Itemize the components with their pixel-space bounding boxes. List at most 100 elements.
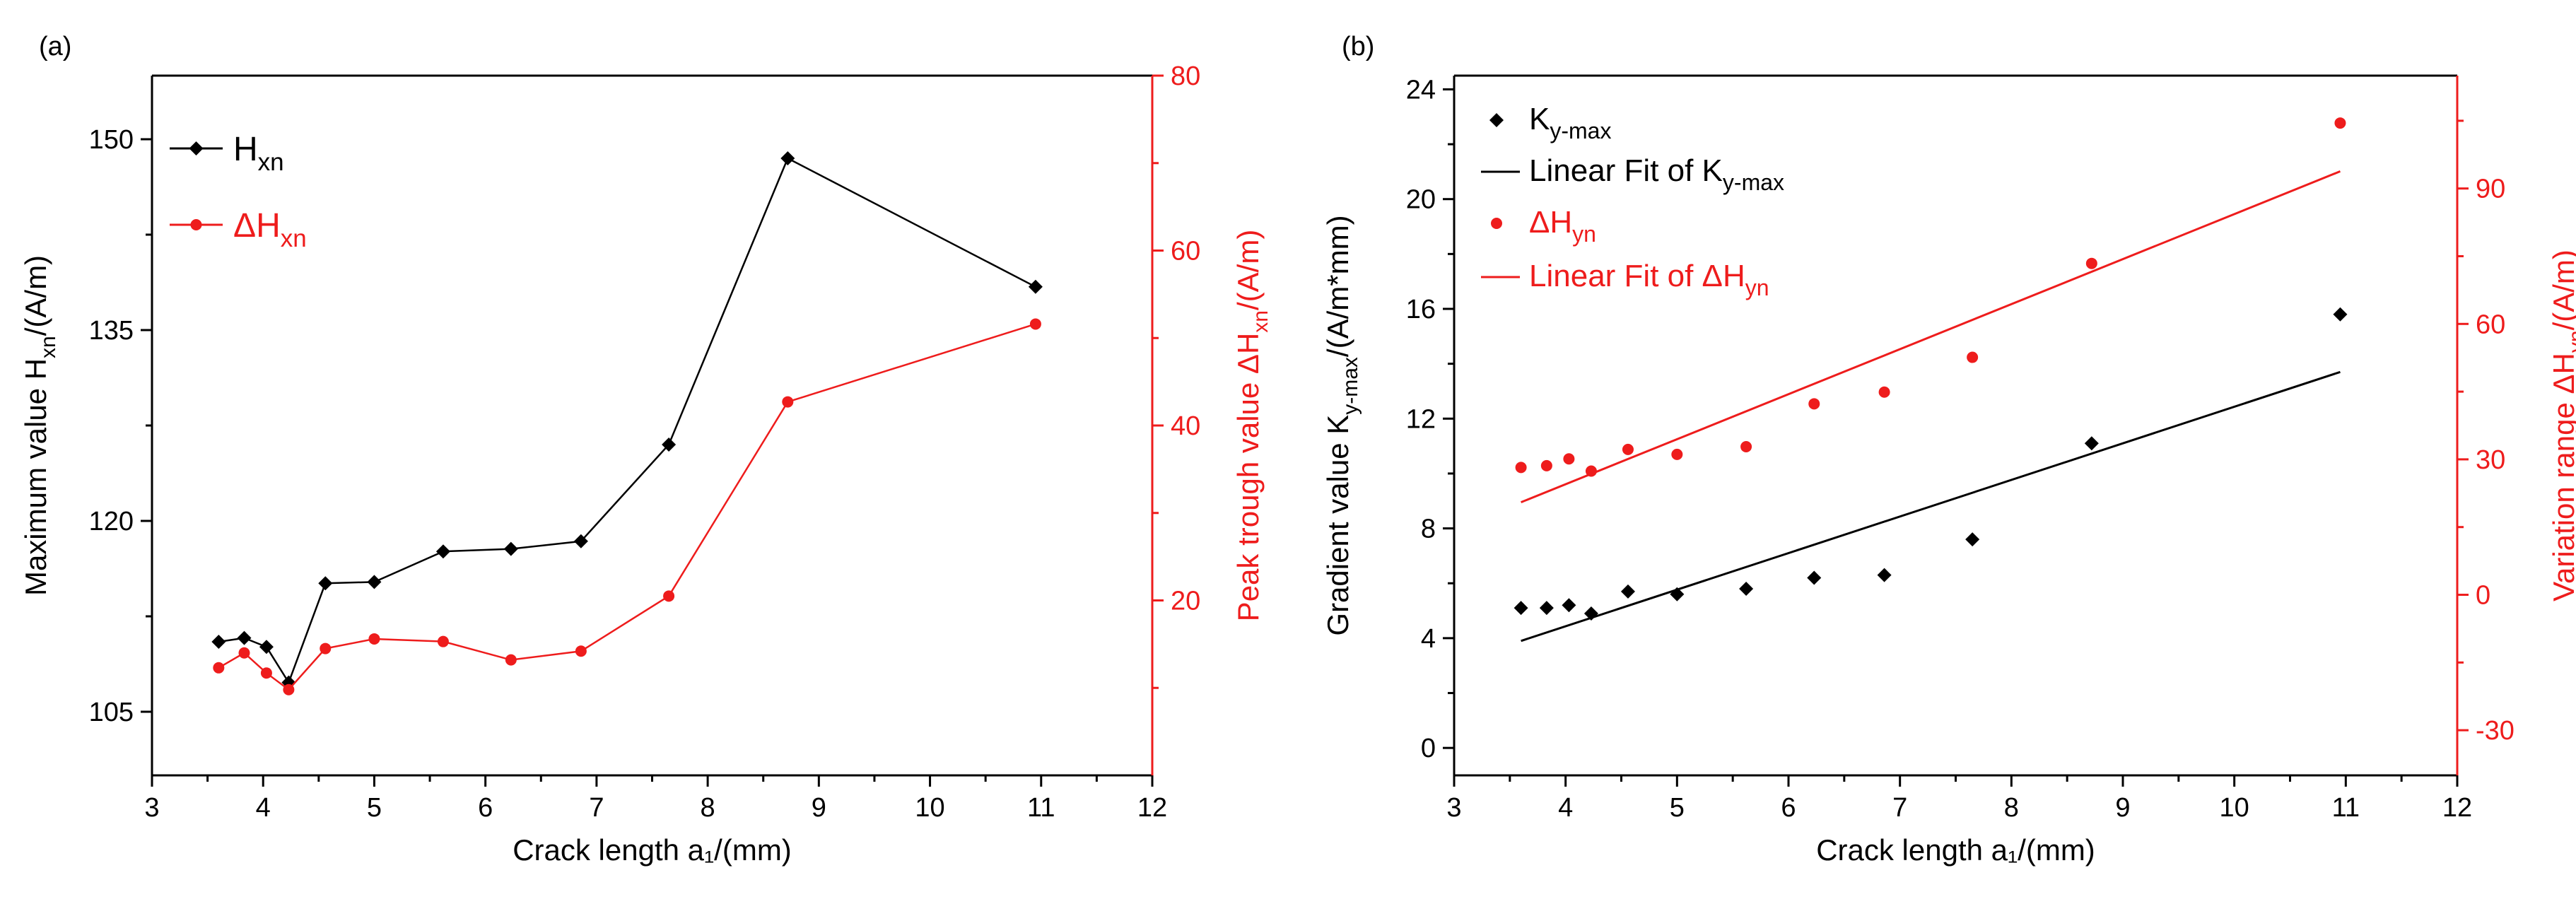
data-point — [2085, 257, 2097, 269]
x-tick-label: 4 — [256, 793, 271, 823]
y-tick-label: 135 — [89, 316, 134, 346]
series-secondary — [213, 318, 1041, 695]
x-tick-label: 9 — [812, 793, 826, 823]
x-tick-label: 7 — [1892, 793, 1907, 823]
data-point — [782, 396, 794, 408]
x-tick-label: 8 — [2004, 793, 2019, 823]
legend-label: Ky-max — [1529, 102, 1611, 143]
data-point — [213, 662, 225, 674]
x-tick-label: 9 — [2115, 793, 2130, 823]
data-point — [2334, 117, 2346, 129]
x-tick-label: 5 — [367, 793, 382, 823]
y-tick-label: 120 — [89, 507, 134, 536]
series-line — [218, 157, 1036, 685]
chart-panel-a: (a) 3 4 5 6 7 8 9 10 11 12 105 120 135 150 20 40 60 80 Crac… — [19, 32, 1272, 867]
panel-label: (b) — [1342, 32, 1374, 61]
data-point — [1671, 448, 1683, 460]
data-point — [1540, 459, 1552, 471]
legend: Hxn ΔHxn — [170, 131, 307, 252]
data-point — [259, 640, 274, 654]
x-tick-label: 10 — [2220, 793, 2249, 823]
x-tick-label: 3 — [1446, 793, 1461, 823]
data-point — [1620, 584, 1635, 599]
data-point — [573, 534, 588, 548]
data-point — [1622, 443, 1634, 455]
data-point — [238, 647, 250, 659]
data-point — [1562, 598, 1576, 613]
y2-tick-label: 60 — [2476, 310, 2505, 339]
data-point — [1515, 462, 1527, 474]
data-point — [1670, 587, 1685, 601]
y-tick-label: 16 — [1406, 295, 1436, 324]
data-point — [1878, 386, 1890, 398]
data-point — [503, 541, 518, 556]
data-point — [211, 635, 226, 649]
legend-marker — [1491, 218, 1502, 229]
data-point — [1740, 441, 1752, 453]
x-tick-label: 6 — [1781, 793, 1796, 823]
data-point — [1028, 279, 1043, 294]
y-axis-label: Gradient value Ky-max/(A/m*mm) — [1321, 215, 1362, 635]
data-point — [368, 633, 380, 645]
data-point — [1514, 601, 1528, 616]
legend-marker — [190, 219, 202, 230]
data-point — [1967, 351, 1979, 363]
legend-label: ΔHyn — [1529, 205, 1596, 247]
y-axis-label: Maximum value Hxn/(A/m) — [19, 255, 60, 596]
legend-marker — [189, 141, 204, 155]
y-tick-label: 20 — [1406, 185, 1436, 215]
x-tick-label: 5 — [1670, 793, 1685, 823]
data-point — [283, 683, 295, 695]
data-point — [260, 667, 272, 679]
x-tick-label: 12 — [2442, 793, 2472, 823]
panel-label: (a) — [39, 32, 71, 61]
y2-axis-label: Peak trough value ΔHxn/(A/m) — [1231, 230, 1272, 622]
data-point — [318, 576, 333, 591]
y-tick-label: 105 — [89, 698, 134, 727]
legend: Ky-max Linear Fit of Ky-max ΔHyn Linear Fit… — [1481, 102, 1784, 300]
data-point — [662, 438, 677, 452]
chart-panel-b: (b) 3 4 5 6 7 8 9 10 11 12 0 4 8 12 16 20 24 -30 0 30 60 90 Cra… — [1321, 32, 2576, 867]
y2-tick-label: 40 — [1171, 411, 1200, 441]
legend-label: Linear Fit of Ky-max — [1529, 153, 1784, 195]
data-point — [1877, 568, 1892, 582]
fit-line-dh — [1521, 170, 2341, 503]
data-point — [2333, 307, 2348, 322]
y2-tick-label: 30 — [2476, 445, 2505, 475]
x-tick-label: 4 — [1558, 793, 1573, 823]
y-tick-label: 8 — [1421, 515, 1436, 544]
x-axis-label: Crack length a₁/(mm) — [513, 833, 792, 867]
legend-marker — [1489, 113, 1504, 127]
data-point — [1965, 532, 1980, 547]
x-tick-label: 7 — [589, 793, 604, 823]
y2-tick-label: 80 — [1171, 61, 1200, 91]
series-line — [218, 323, 1036, 691]
series-primary — [1514, 307, 2348, 621]
y2-tick-label: 90 — [2476, 175, 2505, 204]
data-point — [367, 575, 382, 589]
data-point — [1808, 398, 1820, 410]
data-point — [435, 544, 450, 559]
y2-tick-label: -30 — [2476, 716, 2514, 746]
x-tick-label: 11 — [2332, 793, 2360, 823]
data-point — [575, 645, 587, 657]
data-point — [1739, 582, 1754, 596]
data-point — [1029, 318, 1041, 330]
legend-label: Hxn — [233, 131, 284, 176]
y2-tick-label: 20 — [1171, 587, 1200, 616]
data-point — [320, 642, 332, 654]
y2-tick-label: 60 — [1171, 237, 1200, 266]
data-point — [1563, 453, 1575, 465]
x-tick-label: 3 — [144, 793, 159, 823]
data-point — [505, 654, 517, 666]
data-point — [437, 635, 449, 647]
fit-line-k — [1521, 370, 2341, 642]
y2-tick-label: 0 — [2476, 581, 2490, 611]
y-tick-label: 150 — [89, 125, 134, 155]
legend-label: Linear Fit of ΔHyn — [1529, 259, 1769, 300]
x-tick-label: 12 — [1137, 793, 1167, 823]
series-secondary — [1515, 117, 2346, 477]
y-tick-label: 12 — [1406, 404, 1436, 434]
x-tick-label: 11 — [1027, 793, 1055, 823]
x-axis-label: Crack length a₁/(mm) — [1816, 833, 2095, 867]
